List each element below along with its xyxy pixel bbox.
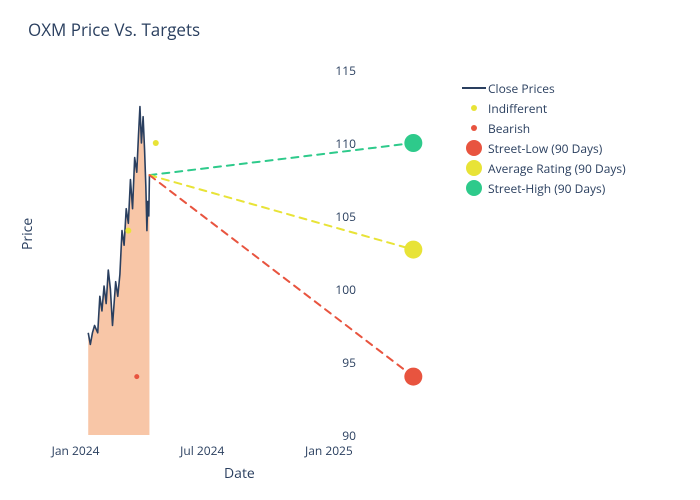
- legend-label: Indifferent: [488, 100, 547, 117]
- marker-5: [404, 134, 422, 152]
- y-tick: 100: [326, 281, 356, 298]
- marker-3: [404, 368, 422, 386]
- price-fill-area: [88, 107, 149, 436]
- target-line-1: [149, 175, 413, 249]
- legend-item: Close Prices: [460, 78, 626, 98]
- legend-swatch: [460, 125, 488, 131]
- legend-item: Indifferent: [460, 98, 626, 118]
- y-tick: 115: [326, 62, 356, 79]
- marker-1: [125, 228, 131, 234]
- legend-swatch: [460, 140, 488, 156]
- y-tick: 95: [326, 354, 356, 371]
- x-tick: Jul 2024: [172, 442, 232, 459]
- legend-swatch: [460, 160, 488, 176]
- target-line-0: [149, 143, 413, 175]
- legend-item: Bearish: [460, 118, 626, 138]
- legend-label: Average Rating (90 Days): [488, 160, 626, 177]
- legend-item: Street-Low (90 Days): [460, 138, 626, 158]
- marker-2: [134, 374, 139, 379]
- target-line-2: [149, 175, 413, 376]
- legend-item: Street-High (90 Days): [460, 178, 626, 198]
- legend-label: Close Prices: [488, 80, 555, 97]
- marker-0: [153, 140, 159, 146]
- legend-swatch: [460, 180, 488, 196]
- legend-label: Bearish: [488, 120, 530, 137]
- y-tick: 110: [326, 135, 356, 152]
- y-tick: 105: [326, 208, 356, 225]
- marker-4: [404, 241, 422, 259]
- x-tick: Jan 2024: [46, 442, 106, 459]
- legend-swatch: [460, 105, 488, 111]
- x-tick: Jan 2025: [299, 442, 359, 459]
- legend-label: Street-Low (90 Days): [488, 140, 602, 157]
- legend-item: Average Rating (90 Days): [460, 158, 626, 178]
- legend-swatch: [460, 87, 488, 89]
- chart-container: OXM Price Vs. Targets Price Date 9095100…: [0, 0, 700, 500]
- legend-label: Street-High (90 Days): [488, 180, 605, 197]
- legend: Close Prices Indifferent Bearish Street-Low…: [460, 78, 626, 198]
